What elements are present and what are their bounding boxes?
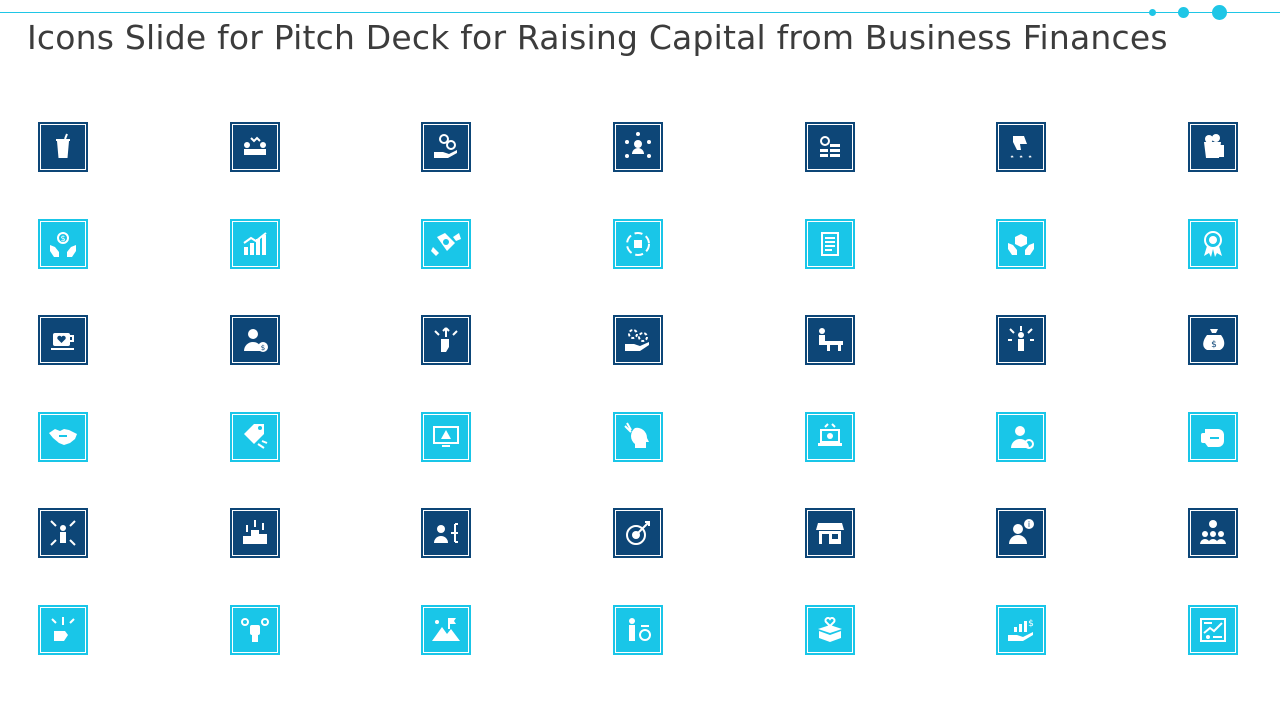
icon-tile-39: [613, 604, 664, 655]
icon-tile-32: [613, 508, 664, 559]
growth-chart-icon: [243, 231, 267, 255]
icon-tile-1: [38, 122, 88, 172]
money-bag-icon: $: [1203, 329, 1225, 351]
accent-dot-large: [1212, 5, 1227, 20]
head-idea-icon: [624, 422, 650, 448]
icon-tile-3: [421, 122, 472, 172]
user-network-icon: [625, 132, 652, 158]
accent-dot-small: [1149, 9, 1156, 16]
svg-text:$: $: [60, 234, 65, 243]
hand-coins-icon: [434, 134, 458, 158]
icon-tile-26: [804, 411, 855, 462]
storefront-icon: [815, 523, 844, 545]
strategy-meeting-icon: [243, 136, 266, 155]
icon-tile-12: [804, 218, 855, 269]
document-icon: [820, 231, 839, 256]
icon-tile-11: [613, 218, 664, 269]
icon-tile-40: [804, 604, 855, 655]
icon-tile-33: [804, 508, 855, 559]
icon-tile-31: [421, 508, 472, 559]
popcorn-drink-icon: [1204, 134, 1225, 158]
person-arrows-icon: [1008, 326, 1035, 352]
svg-text:$: $: [260, 344, 264, 352]
icon-tile-8: $: [38, 218, 88, 269]
icon-tile-29: [38, 508, 88, 559]
svg-text:$: $: [1211, 340, 1217, 350]
businessman-dollar-icon: $: [243, 329, 268, 353]
coffee-cup-heart-icon: [51, 333, 74, 351]
icon-tile-7: [1188, 122, 1239, 172]
award-badge-icon: [1204, 230, 1223, 257]
icon-tile-9: [229, 218, 280, 269]
presenter-desk-icon: [818, 328, 843, 352]
icon-tile-36: [38, 604, 88, 655]
handshake-icon: [49, 428, 77, 445]
top-accent-line: [0, 12, 1280, 13]
svg-text:$: $: [1029, 619, 1035, 629]
cup-icon: [56, 133, 70, 158]
hand-gears-icon: [625, 329, 650, 352]
support-info-icon: i: [1009, 519, 1035, 545]
icon-tile-38: [421, 604, 472, 655]
user-hierarchy-icon: [434, 523, 459, 544]
podium-growth-icon: [242, 520, 267, 545]
cycle-box-icon: [626, 231, 651, 256]
icon-tile-20: [996, 315, 1047, 366]
slide-title: Icons Slide for Pitch Deck for Raising C…: [27, 18, 1168, 57]
team-dollar-icon: [1200, 520, 1227, 545]
icon-tile-5: [804, 122, 855, 172]
svg-text:i: i: [1028, 520, 1030, 529]
icon-tile-41: $: [996, 604, 1047, 655]
icon-tile-37: [229, 604, 280, 655]
person-coin-icon: [629, 617, 652, 641]
thumbs-down-rating-icon: [1010, 136, 1033, 158]
box-heart-icon: [817, 616, 842, 642]
icon-tile-30: [229, 508, 280, 559]
finance-dashboard-icon: [1200, 617, 1227, 642]
hand-growth-dollar-icon: $: [1008, 619, 1035, 641]
icon-tile-21: $: [1188, 315, 1239, 366]
person-expand-icon: [50, 520, 76, 547]
icon-tile-2: [229, 122, 280, 172]
raised-fist-coins-icon: [240, 617, 269, 642]
icon-tile-28: [1188, 411, 1239, 462]
icon-tile-27: [996, 411, 1047, 462]
icon-tile-6: [996, 122, 1047, 172]
hand-choice-arrows-icon: [434, 327, 459, 353]
user-refresh-icon: [1011, 425, 1035, 449]
icon-grid: $ $ $ i $: [38, 122, 1239, 655]
icon-tile-14: [1188, 218, 1239, 269]
icon-tile-35: [1188, 508, 1239, 559]
icon-tile-17: [421, 315, 472, 366]
hands-cube-icon: [1008, 233, 1035, 255]
hands-dollar-icon: $: [50, 231, 76, 257]
price-tag-icon: [243, 423, 268, 449]
boxing-glove-icon: [1201, 428, 1225, 447]
coin-stack-icon: [819, 136, 840, 157]
icon-tile-19: [804, 315, 855, 366]
icon-tile-13: [996, 218, 1047, 269]
hand-options-icon: [51, 616, 75, 641]
icon-tile-42: [1188, 604, 1239, 655]
target-arrow-icon: [626, 521, 651, 546]
laptop-analytics-icon: [817, 423, 842, 446]
handshake-deal-icon: [431, 232, 462, 256]
icon-tile-18: [613, 315, 664, 366]
accent-dot-medium: [1178, 7, 1189, 18]
icon-tile-25: [613, 411, 664, 462]
icon-tile-4: [613, 122, 664, 172]
icon-tile-16: $: [229, 315, 280, 366]
icon-tile-22: [38, 411, 88, 462]
monitor-warning-icon: [433, 425, 460, 447]
icon-tile-10: [421, 218, 472, 269]
icon-tile-15: [38, 315, 88, 366]
mountain-flag-icon: [432, 617, 461, 641]
icon-tile-34: i: [996, 508, 1047, 559]
icon-tile-24: [421, 411, 472, 462]
icon-tile-23: [229, 411, 280, 462]
